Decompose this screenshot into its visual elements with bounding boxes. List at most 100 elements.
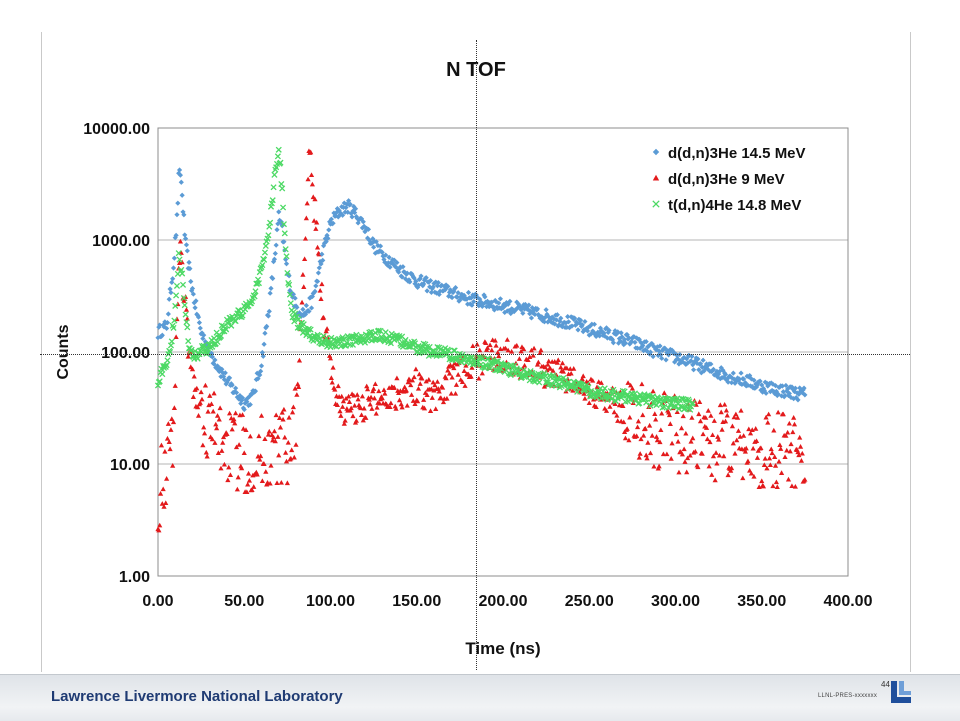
data-point [747, 467, 753, 473]
data-point [343, 395, 349, 401]
legend-marker [652, 200, 660, 208]
data-point [778, 446, 784, 451]
data-point [626, 335, 632, 341]
data-point [308, 149, 314, 155]
data-point [205, 408, 211, 414]
data-point [762, 379, 768, 385]
data-point [283, 450, 289, 455]
data-point [493, 342, 499, 348]
data-point [795, 449, 801, 455]
data-point [643, 452, 649, 458]
data-point [697, 418, 704, 424]
data-point [658, 427, 664, 433]
data-point [353, 418, 359, 423]
data-point [283, 458, 290, 464]
data-point [434, 379, 441, 384]
data-point [267, 219, 274, 226]
data-point [748, 470, 754, 476]
data-point [276, 452, 282, 458]
data-point [699, 451, 705, 456]
data-point [647, 402, 654, 409]
data-point [729, 423, 736, 429]
data-point [668, 456, 674, 461]
data-point [393, 406, 399, 411]
data-point [532, 311, 538, 318]
data-point [165, 421, 171, 426]
data-point [318, 296, 324, 301]
data-point [527, 311, 533, 317]
data-point [756, 484, 762, 490]
data-point [232, 420, 238, 426]
data-point [421, 281, 427, 287]
data-point [476, 375, 482, 381]
data-point [587, 323, 593, 329]
data-point [272, 250, 278, 257]
data-point [691, 367, 697, 373]
data-point [791, 396, 797, 402]
data-point [634, 433, 640, 439]
data-point [186, 259, 192, 266]
data-point [574, 321, 580, 327]
data-point [433, 406, 439, 411]
data-point [228, 322, 235, 329]
data-point [158, 442, 165, 448]
data-point [229, 382, 235, 388]
data-point [377, 327, 384, 334]
data-point [643, 338, 649, 345]
data-point [496, 300, 502, 306]
data-point [166, 296, 172, 302]
data-point [730, 370, 736, 376]
data-point [283, 253, 290, 260]
data-point [183, 236, 189, 242]
data-point [193, 298, 199, 304]
data-point [735, 415, 741, 420]
data-point [707, 439, 713, 445]
data-point [177, 238, 184, 244]
data-point [347, 201, 353, 207]
data-point [576, 316, 582, 322]
data-point [412, 401, 418, 406]
data-point [224, 431, 230, 437]
data-point [239, 395, 246, 401]
data-point [774, 484, 780, 490]
data-point [722, 418, 729, 424]
data-point [295, 381, 301, 387]
data-point [446, 289, 453, 296]
data-point [199, 330, 205, 336]
data-point [534, 306, 541, 312]
data-point [355, 396, 361, 402]
data-point [208, 401, 215, 407]
data-point [306, 308, 312, 314]
data-point [377, 248, 383, 254]
data-point [195, 314, 202, 320]
data-point [183, 242, 190, 248]
data-point [363, 415, 369, 420]
data-point [220, 434, 227, 440]
data-point [801, 385, 807, 391]
data-point [294, 304, 300, 310]
data-point [650, 353, 656, 360]
data-point [245, 481, 251, 487]
data-point [226, 464, 232, 470]
data-point [302, 311, 309, 318]
data-point [408, 382, 414, 388]
data-point [579, 376, 585, 382]
data-point [367, 328, 375, 335]
data-point [329, 379, 335, 385]
data-point [254, 471, 260, 477]
data-point [689, 353, 695, 359]
x-tick-label: 400.00 [824, 593, 873, 610]
data-point [504, 337, 510, 342]
data-point [760, 385, 767, 392]
data-point [225, 477, 231, 483]
data-point [502, 302, 509, 308]
data-point [219, 366, 225, 372]
data-point [725, 472, 731, 478]
data-point [607, 404, 613, 409]
data-point [659, 404, 666, 411]
data-point [644, 455, 650, 461]
data-point [312, 288, 318, 294]
data-point [394, 259, 400, 266]
data-point [258, 368, 264, 374]
data-point [798, 458, 805, 463]
